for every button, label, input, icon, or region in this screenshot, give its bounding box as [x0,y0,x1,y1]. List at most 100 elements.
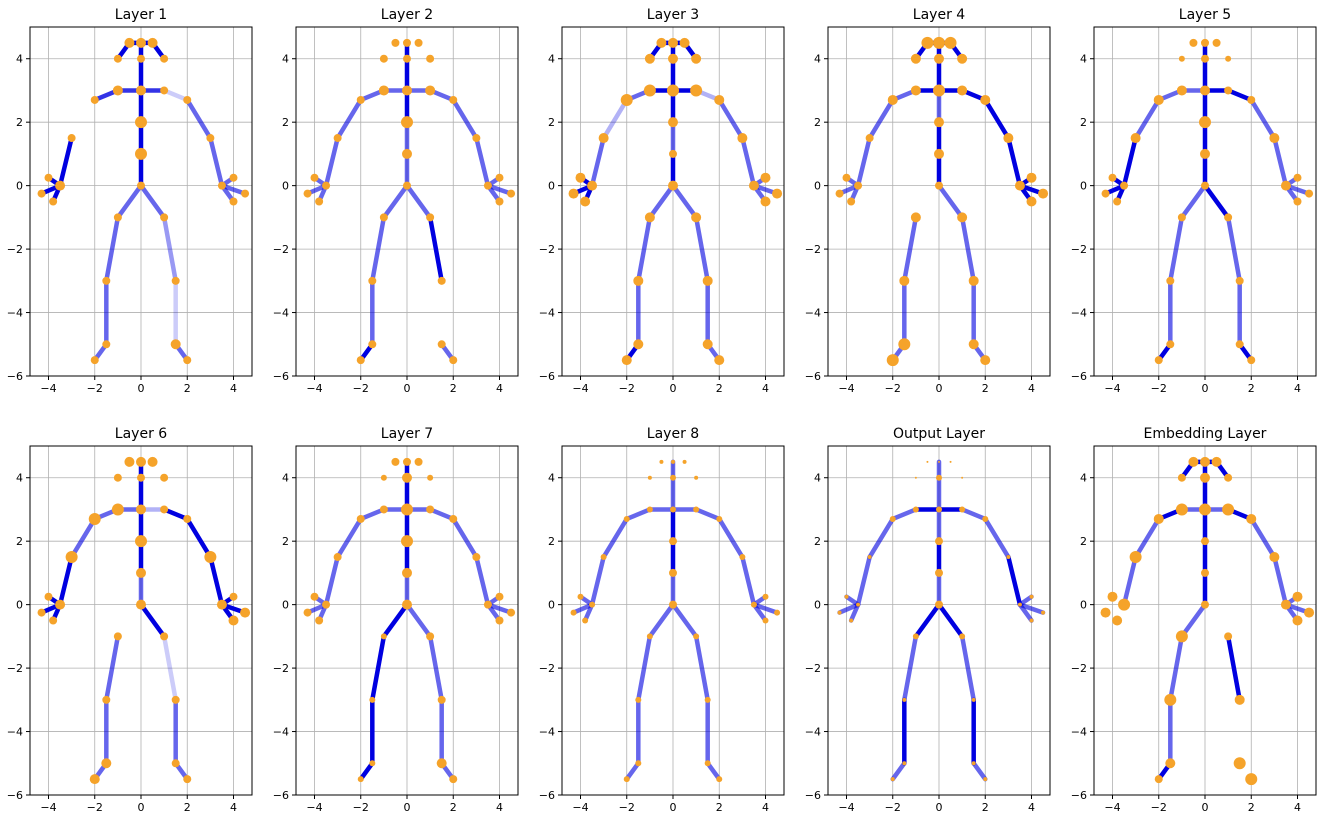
y-tick-label: 4 [814,472,821,485]
joints [37,37,250,365]
joint-8 [1177,473,1186,482]
bone-24-25 [370,215,387,284]
joint-18 [716,515,723,522]
joint-19 [1006,555,1011,560]
joint-9 [957,53,968,64]
joint-20 [483,181,492,190]
joint-15 [37,189,46,198]
bone-18-19 [983,97,1011,141]
joint-6 [1189,38,1198,47]
bone-18-19 [1249,97,1277,141]
joint-25 [369,696,376,703]
joint-23 [1293,197,1302,206]
panel-2: Layer 2 −4 −2 0 2 4 −6 −4 −2 0 2 4 [273,7,519,395]
bone-18-19 [1249,516,1277,560]
joint-4 [402,472,412,483]
bone-26-27 [624,761,641,782]
joint-10 [379,505,388,514]
x-tick-label: 2 [1248,801,1255,814]
panel-9: Output Layer −4 −2 0 2 4 −6 −4 −2 0 2 4 [805,426,1051,814]
y-tick-label: −2 [7,662,23,675]
joint-14 [575,172,586,183]
bone-13-16 [848,602,861,623]
joint-13 [856,602,861,607]
joint-23 [495,616,504,625]
joint-1 [934,148,944,159]
joint-14 [44,173,53,182]
joint-29 [171,695,180,704]
bone-18-19 [185,97,213,141]
joint-17 [1222,503,1235,516]
joint-6 [124,456,135,467]
joint-22 [241,189,250,198]
joint-12 [867,555,872,560]
joint-27 [886,354,899,367]
y-tick-label: −2 [1071,243,1087,256]
joint-29 [704,696,711,703]
joints [570,459,781,783]
joint-15 [37,608,46,617]
bone-18-19 [717,516,745,560]
joint-6 [926,460,929,463]
bone-24-25 [1168,634,1185,703]
bone-20-22 [219,183,248,196]
joint-1 [402,567,412,578]
bone-0-28 [404,183,433,220]
joint-19 [1269,552,1280,563]
joint-10 [912,506,919,513]
joint-24 [910,212,921,223]
bone-26-27 [890,761,907,782]
joints [568,37,783,366]
bone-12-13 [855,554,872,607]
joint-28 [957,212,968,223]
bone-13-15 [837,602,861,615]
joint-16 [1112,615,1123,626]
x-tick-label: 2 [1248,382,1255,395]
y-tick-label: −6 [805,370,821,383]
joint-31 [1247,356,1256,365]
joint-28 [691,212,702,223]
joint-2 [934,117,944,128]
joint-21 [762,593,769,600]
joint-5 [671,459,675,464]
joint-2 [401,535,413,548]
joint-17 [425,85,436,96]
joint-5 [938,460,940,463]
joint-27 [357,776,364,783]
joint-25 [1166,276,1175,285]
bone-24-25 [636,215,653,284]
bone-18-19 [451,97,479,141]
y-tick-label: 0 [1080,180,1087,193]
joint-1 [935,568,943,577]
joint-19 [204,551,217,564]
y-tick-label: −4 [273,726,289,739]
joint-7 [682,459,687,464]
joint-16 [315,616,324,625]
y-tick-label: −6 [805,789,821,802]
bone-10-11 [624,507,653,522]
joint-4 [668,53,678,64]
bone-28-29 [1225,634,1242,703]
panel-title: Output Layer [893,426,985,442]
joint-16 [580,196,591,207]
joint-3 [1199,503,1211,516]
bone-20-23 [1017,602,1034,623]
bones [39,40,248,363]
bone-0-28 [404,602,433,639]
bone-24-25 [370,634,387,703]
bone-28-29 [959,634,976,703]
x-tick-label: −4 [306,382,322,395]
y-tick-label: 4 [282,472,289,485]
joint-8 [113,473,122,482]
y-tick-label: 4 [16,53,23,66]
joint-13 [589,601,596,608]
x-tick-label: −2 [885,382,901,395]
y-tick-label: 4 [1080,472,1087,485]
joint-26 [633,339,644,350]
x-tick-label: 0 [670,801,677,814]
joint-31 [1245,773,1258,786]
bone-0-28 [936,602,965,639]
joint-9 [160,54,169,63]
joint-7 [1212,38,1221,47]
panel-7: Layer 7 −4 −2 0 2 4 −6 −4 −2 0 2 4 [273,426,519,814]
